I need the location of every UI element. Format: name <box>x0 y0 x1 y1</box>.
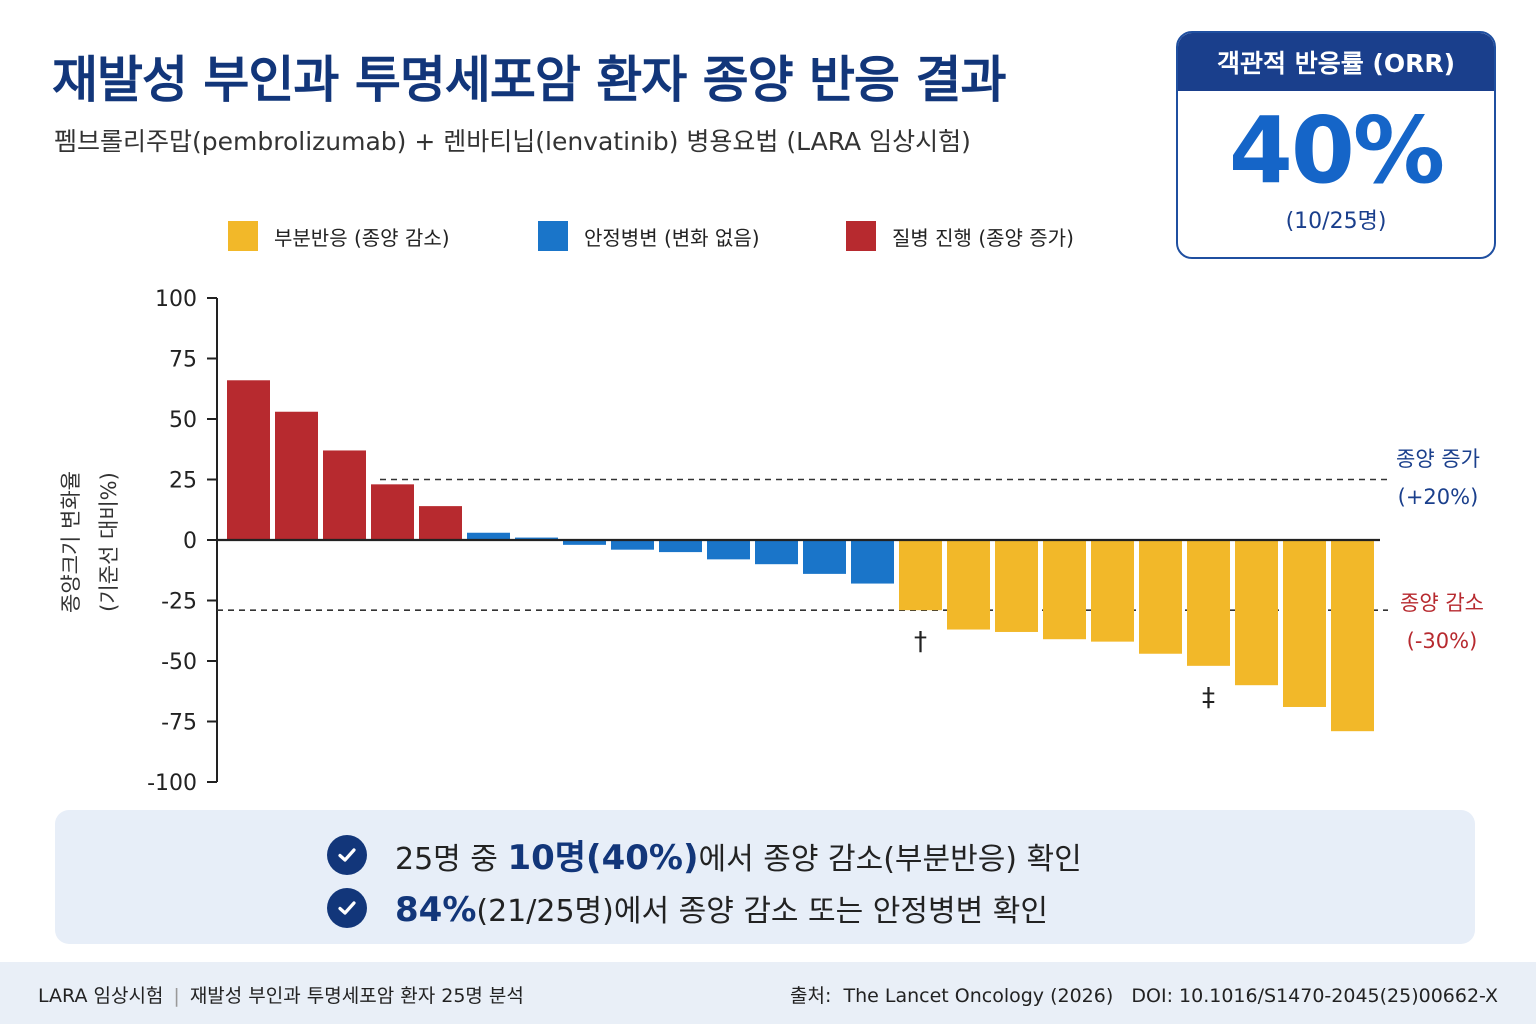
ref-note-decrease-title: 종양 감소 <box>1400 591 1484 615</box>
bar <box>1283 540 1326 707</box>
footer: LARA 임상시험 | 재발성 부인과 투명세포암 환자 25명 분석 출처: Th… <box>0 962 1536 1024</box>
ref-note-increase-title: 종양 증가 <box>1396 447 1480 471</box>
footer-left: LARA 임상시험 | 재발성 부인과 투명세포암 환자 25명 분석 <box>38 981 524 1008</box>
bar-annotation: † <box>914 627 927 657</box>
orr-detail: (10/25명) <box>1285 209 1387 234</box>
y-tick-label: 50 <box>169 408 197 433</box>
footer-source: 출처: The Lancet Oncology (2026) DOI: 10.1… <box>790 981 1498 1008</box>
bar <box>947 540 990 630</box>
bar <box>1043 540 1086 640</box>
bar <box>1139 540 1182 654</box>
bar <box>995 540 1038 632</box>
legend-item-partial-response: 부분반응 (종양 감소) <box>228 221 450 251</box>
waterfall-chart: 100 75 50 25 0 -25 -50 -75 -100 종양크기 변화율 (기준선 대비%)… <box>59 287 1388 796</box>
bar <box>371 484 414 540</box>
bar <box>1187 540 1230 666</box>
chart-legend: 부분반응 (종양 감소) 안정병변 (변화 없음) 질병 진행 (종양 증가) <box>0 221 1536 255</box>
y-tick-label: -25 <box>161 590 197 615</box>
y-tick-label: 75 <box>169 348 197 373</box>
y-tick-label: 25 <box>169 469 197 494</box>
ref-note-increase-value: (+20%) <box>1397 485 1479 509</box>
summary-text-1: 25명 중 10명(40%)에서 종양 감소(부분반응) 확인 <box>395 838 1082 878</box>
bar <box>1235 540 1278 686</box>
legend-item-progressive-disease: 질병 진행 (종양 증가) <box>846 221 1074 251</box>
y-tick-label: -100 <box>147 771 197 796</box>
bar <box>707 540 750 560</box>
summary-row-1: 25명 중 10명(40%)에서 종양 감소(부분반응) 확인 <box>327 830 1082 879</box>
bar <box>323 450 366 540</box>
summary-text-2: 84%(21/25명)에서 종양 감소 또는 안정병변 확인 <box>395 890 1048 930</box>
summary-panel: 25명 중 10명(40%)에서 종양 감소(부분반응) 확인 84%(21/2… <box>55 810 1475 944</box>
bar <box>899 540 942 611</box>
orr-card: 객관적 반응률 (ORR) 40% (10/25명) <box>1176 31 1496 259</box>
bar <box>803 540 846 574</box>
page-subtitle: 펨브롤리주맙(pembrolizumab) + 렌바티닙(lenvatinib)… <box>54 127 971 156</box>
summary-row-2: 84%(21/25명)에서 종양 감소 또는 안정병변 확인 <box>327 886 1048 930</box>
y-axis-label: 종양크기 변화율 (기준선 대비%) <box>59 471 121 613</box>
bar <box>227 380 270 540</box>
bar <box>1091 540 1134 642</box>
legend-label: 부분반응 (종양 감소) <box>274 225 450 250</box>
ref-note-increase: 종양 증가 (+20%) <box>1396 440 1480 516</box>
y-tick-label: -75 <box>161 711 197 736</box>
bar <box>467 532 510 540</box>
bar <box>851 540 894 584</box>
footer-source-label: 출처: <box>790 985 832 1007</box>
bar <box>755 540 798 565</box>
footer-analysis: 재발성 부인과 투명세포암 환자 25명 분석 <box>189 985 524 1007</box>
y-tick-label: 0 <box>183 529 197 554</box>
footer-source-name: The Lancet Oncology (2026) <box>843 985 1114 1007</box>
orr-value: 40% <box>1228 97 1445 204</box>
footer-doi: DOI: 10.1016/S1470-2045(25)00662-X <box>1131 985 1498 1007</box>
bar <box>419 506 462 540</box>
check-icon <box>327 888 367 928</box>
bar <box>1331 540 1374 732</box>
footer-divider: | <box>173 985 180 1007</box>
footer-trial: LARA 임상시험 <box>38 985 164 1007</box>
legend-swatch-stable-disease <box>538 221 568 251</box>
page-title: 재발성 부인과 투명세포암 환자 종양 반응 결과 <box>52 51 1006 109</box>
legend-label: 안정병변 (변화 없음) <box>584 225 760 250</box>
legend-swatch-partial-response <box>228 221 258 251</box>
y-tick-label: -50 <box>161 650 197 675</box>
bar <box>563 540 606 545</box>
bar <box>515 537 558 540</box>
ref-note-decrease: 종양 감소 (-30%) <box>1400 584 1484 660</box>
y-tick-label: 100 <box>155 287 197 312</box>
ref-note-decrease-value: (-30%) <box>1406 629 1478 653</box>
bar <box>611 540 654 550</box>
bar <box>659 540 702 553</box>
check-icon <box>327 834 367 875</box>
orr-label: 객관적 반응률 (ORR) <box>1178 33 1494 91</box>
legend-swatch-progressive-disease <box>846 221 876 251</box>
bar-annotation: ‡ <box>1202 683 1215 713</box>
legend-item-stable-disease: 안정병변 (변화 없음) <box>538 221 760 251</box>
bar <box>275 411 318 540</box>
legend-label: 질병 진행 (종양 증가) <box>892 225 1074 250</box>
